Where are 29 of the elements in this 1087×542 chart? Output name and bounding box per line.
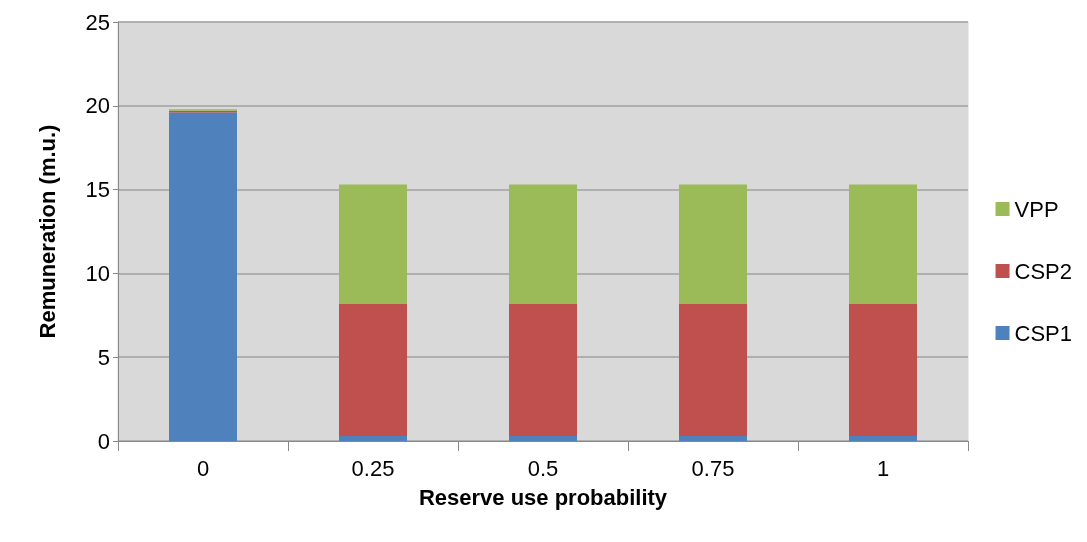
x-tick-label: 0.75 (691, 455, 735, 481)
bar (509, 303, 577, 436)
bar (679, 184, 747, 304)
y-tick-label: 25 (85, 9, 110, 35)
bar (679, 303, 747, 436)
bar (339, 435, 407, 441)
bar (679, 435, 747, 441)
bar (169, 112, 237, 441)
x-axis-title: Reserve use probability (418, 484, 668, 510)
bar (339, 184, 407, 304)
y-tick-label: 0 (97, 428, 110, 454)
y-tick-label: 10 (85, 260, 110, 286)
x-tick-label: 0.5 (527, 455, 559, 481)
legend-label: VPP (1014, 196, 1059, 222)
y-tick-label: 20 (85, 93, 110, 119)
y-axis-title: Remuneration (m.u.) (34, 124, 60, 339)
bar (509, 184, 577, 304)
y-tick-label: 15 (85, 177, 110, 203)
x-tick-label: 0 (196, 455, 210, 481)
x-tick-label: 0.25 (351, 455, 395, 481)
bar (509, 435, 577, 441)
bar (849, 184, 917, 304)
bar (339, 303, 407, 436)
bar (849, 435, 917, 441)
legend-label: CSP2 (1014, 258, 1073, 284)
x-tick-label: 1 (876, 455, 890, 481)
bar (849, 303, 917, 436)
legend-label: CSP1 (1014, 320, 1073, 346)
y-tick-label: 5 (97, 344, 110, 370)
